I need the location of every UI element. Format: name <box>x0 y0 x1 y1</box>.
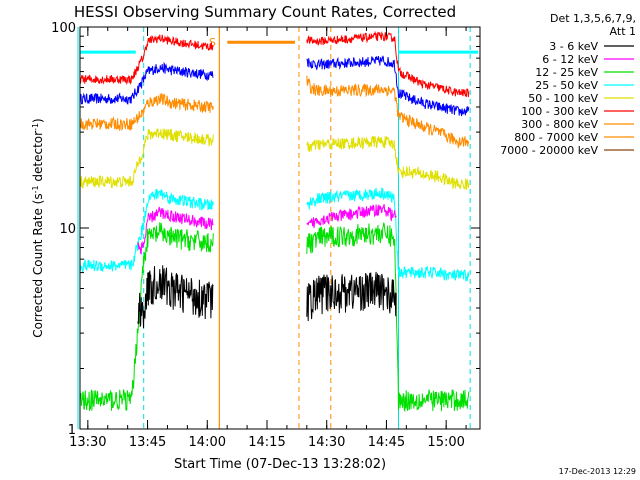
legend-label-0: 3 - 6 keV <box>549 40 598 53</box>
x-tick-label-3: 14:15 <box>248 435 285 450</box>
legend-label-2: 12 - 25 keV <box>535 66 598 79</box>
y-label-sup2: -1 <box>31 123 40 131</box>
y-axis-label: Corrected Count Rate (s-1 detector-1) <box>31 118 45 337</box>
legend-label-1: 6 - 12 keV <box>542 53 598 66</box>
plot-frame <box>79 26 481 430</box>
legend-label-4: 50 - 100 keV <box>528 92 598 105</box>
legend-header-1: Det 1,3,5,6,7,9, <box>550 12 636 25</box>
x-tick-label-1: 13:45 <box>129 435 166 450</box>
y-label-part2: detector <box>31 131 45 186</box>
axes: 13:30 13:45 14:00 14:15 14:30 14:45 15:00 1 10 10… <box>51 21 480 450</box>
series-6-line <box>79 75 470 150</box>
legend-label-8: 7000 - 20000 keV <box>500 144 598 157</box>
x-tick-label-5: 14:45 <box>368 435 405 450</box>
series-4-line <box>79 128 470 190</box>
legend-label-7: 800 - 7000 keV <box>514 131 598 144</box>
x-tick-label-0: 13:30 <box>69 435 106 450</box>
x-tick-label-2: 14:00 <box>189 435 226 450</box>
x-tick-label-6: 15:00 <box>427 435 464 450</box>
saa-label: S <box>209 36 216 49</box>
y-tick-label-0: 1 <box>68 423 76 438</box>
legend-header-2: Att 1 <box>610 25 636 38</box>
x-axis-label: Start Time (07-Dec-13 13:28:02) <box>174 457 386 472</box>
series-0-line <box>137 265 397 329</box>
series-2-line <box>79 222 470 413</box>
chart-title: HESSI Observing Summary Count Rates, Cor… <box>74 3 456 21</box>
y-tick-label-2: 100 <box>51 21 76 36</box>
plot-area: S <box>77 27 479 429</box>
y-label-part1: Corrected Count Rate (s <box>31 193 45 337</box>
legend-label-3: 25 - 50 keV <box>535 79 598 92</box>
series-blue-line <box>79 55 470 117</box>
series-1-line <box>137 204 397 255</box>
legend-label-5: 100 - 300 keV <box>521 105 598 118</box>
y-label-part3: ) <box>31 118 45 123</box>
legend-label-6: 300 - 800 keV <box>521 118 598 131</box>
x-tick-label-4: 14:30 <box>308 435 345 450</box>
date-stamp: 17-Dec-2013 12:29 <box>559 467 636 476</box>
y-tick-label-1: 10 <box>59 222 76 237</box>
y-label-sup1: -1 <box>31 185 40 193</box>
series-3-line <box>79 187 470 282</box>
series-100-300-line <box>79 30 470 98</box>
